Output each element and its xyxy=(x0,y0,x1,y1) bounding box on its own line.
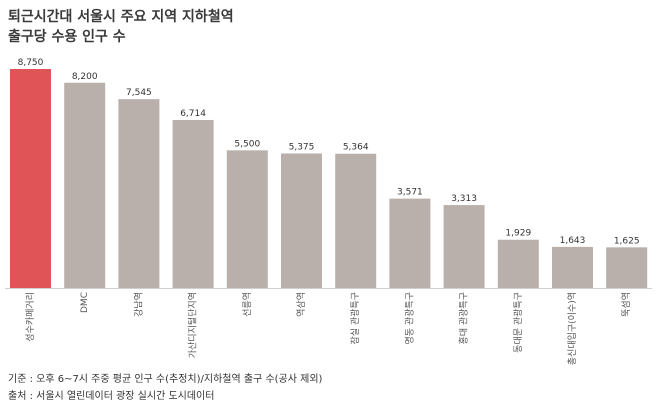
chart-footer: 기준 : 오후 6~7시 주중 평균 인구 수(추정치)/지하철역 출구 수(공… xyxy=(8,371,322,405)
x-tick-label-7: 잠실 관광특구 xyxy=(349,292,361,345)
footer-source: 출처 : 서울시 열린데이터 광장 실시간 도시데이터 xyxy=(8,391,215,402)
bar-9 xyxy=(443,205,485,288)
x-tick-label-3: 강남역 xyxy=(133,292,144,317)
data-label-11: 1,643 xyxy=(560,236,586,246)
data-label-6: 5,375 xyxy=(289,142,315,152)
bar-8 xyxy=(389,198,431,288)
bar-2 xyxy=(64,82,106,288)
x-tick-label-5: 선릉역 xyxy=(242,292,253,317)
x-tick-label-8: 명동 관광특구 xyxy=(403,292,415,345)
data-label-1: 8,750 xyxy=(18,58,44,68)
footer-basis: 기준 : 오후 6~7시 주중 평균 인구 수(추정치)/지하철역 출구 수(공… xyxy=(8,374,323,385)
title-line-2: 출구당 수용 인구 수 xyxy=(8,29,126,45)
x-tick-label-9: 홍대 관광특구 xyxy=(458,292,470,345)
x-tick-label-11: 총신대입구(이수)역 xyxy=(566,292,578,365)
data-label-3: 7,545 xyxy=(126,88,152,98)
bar-12 xyxy=(606,247,648,288)
bar-7 xyxy=(335,153,377,288)
chart-title: 퇴근시간대 서울시 주요 지역 지하철역 출구당 수용 인구 수 xyxy=(8,7,234,47)
bar-4 xyxy=(172,119,214,289)
x-tick-label-2: DMC xyxy=(80,292,90,313)
bar-5 xyxy=(226,150,268,288)
bar-6 xyxy=(281,153,322,288)
x-tick-label-10: 동대문 관광특구 xyxy=(512,292,524,353)
data-label-8: 3,571 xyxy=(397,188,423,198)
title-line-1: 퇴근시간대 서울시 주요 지역 지하철역 xyxy=(8,9,234,25)
x-tick-label-4: 가산디지털단지역 xyxy=(187,292,199,358)
data-label-5: 5,500 xyxy=(234,139,260,149)
data-label-4: 6,714 xyxy=(180,109,206,119)
x-tick-label-1: 성수카페거리 xyxy=(25,292,36,342)
bar-3 xyxy=(118,99,160,289)
bar-1 xyxy=(10,69,51,288)
data-label-10: 1,929 xyxy=(505,229,531,239)
bar-10 xyxy=(497,239,539,288)
data-label-12: 1,625 xyxy=(614,236,640,246)
data-label-7: 5,364 xyxy=(343,143,369,153)
data-label-2: 8,200 xyxy=(72,72,98,82)
data-label-9: 3,313 xyxy=(451,194,477,204)
bar-11 xyxy=(552,246,593,288)
x-tick-label-6: 역삼역 xyxy=(296,292,307,317)
x-tick-label-12: 뚝섬역 xyxy=(621,292,632,317)
